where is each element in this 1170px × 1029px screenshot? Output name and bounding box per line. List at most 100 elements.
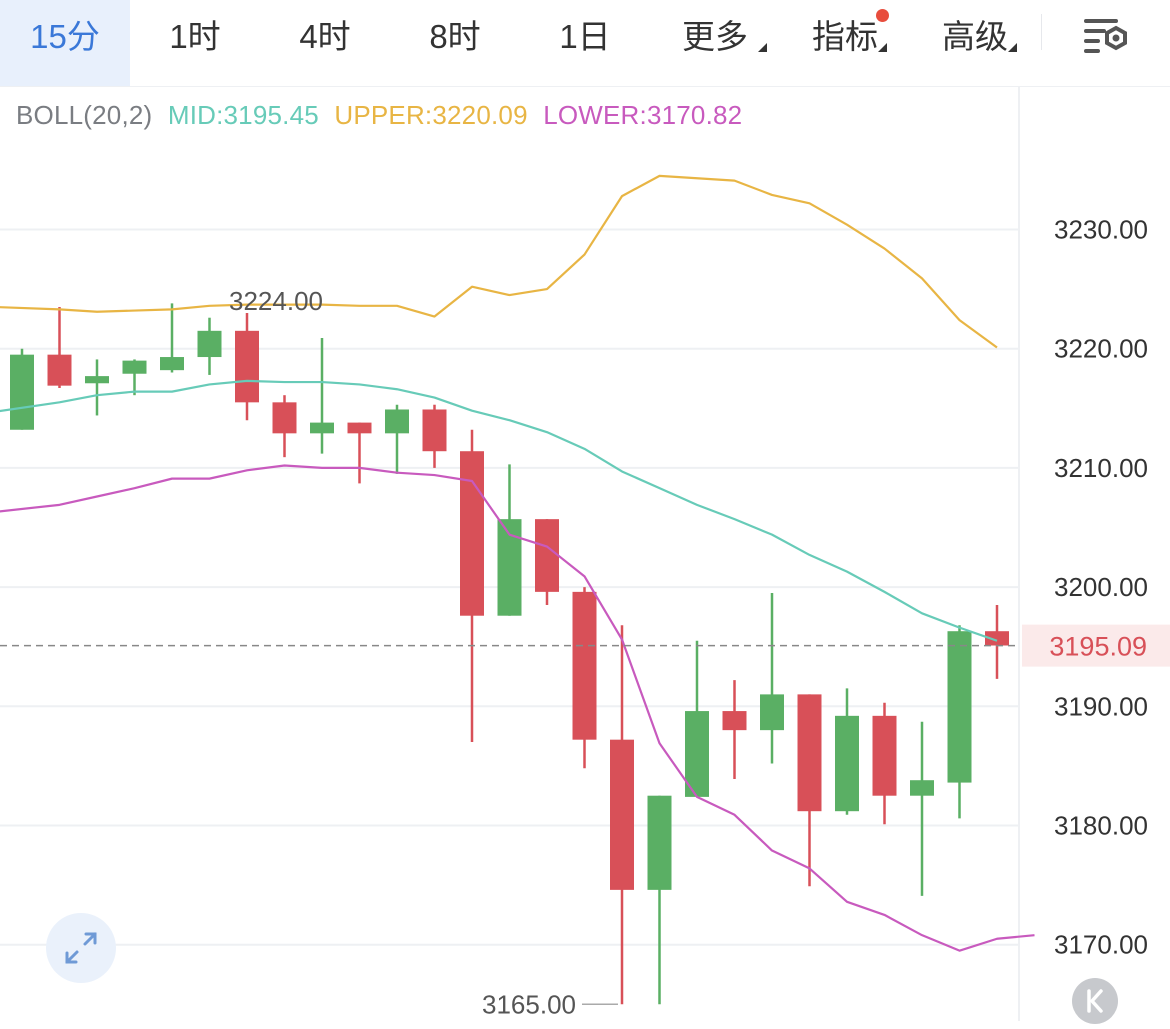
candle-body <box>10 354 34 430</box>
period-tabbar: 15分 1时 4时 8时 1日 更多 指标 高级 <box>0 0 1170 87</box>
candle-body <box>272 402 297 434</box>
candle <box>760 593 784 764</box>
candle <box>947 625 972 819</box>
price-axis: 3170.00 3180.00 3190.00 3200.00 3210.00 3220.… <box>1054 215 1148 960</box>
current-price-label: 3195.09 <box>1049 632 1147 662</box>
candle <box>160 303 184 373</box>
tab-1h[interactable]: 1时 <box>130 0 260 86</box>
boll-upper-value: UPPER:3220.09 <box>334 100 528 130</box>
tab-label: 8时 <box>429 18 481 55</box>
boll-legend: BOLL(20,2) MID:3195.45 UPPER:3220.09 LOW… <box>16 100 750 131</box>
tab-label: 指标 <box>812 18 878 55</box>
candle <box>572 587 597 769</box>
candle-body <box>385 409 409 434</box>
y-tick-label: 3210.00 <box>1054 453 1148 483</box>
candle-body <box>722 711 747 731</box>
y-tick-label: 3180.00 <box>1054 811 1148 841</box>
candle <box>985 604 1009 679</box>
tab-1d[interactable]: 1日 <box>520 0 650 86</box>
boll-mid-value: MID:3195.45 <box>167 100 319 130</box>
dropdown-caret-icon <box>758 43 767 52</box>
candle-body <box>235 330 259 403</box>
candle-body <box>460 451 484 616</box>
y-tick-label: 3170.00 <box>1054 930 1148 960</box>
expand-icon <box>65 932 97 964</box>
candle-body <box>197 330 222 358</box>
candles <box>10 303 1009 1005</box>
candle-body <box>310 422 334 434</box>
candle-body <box>347 422 372 434</box>
tab-4h[interactable]: 4时 <box>260 0 390 86</box>
min-price-annotation: 3165.00 <box>482 989 576 1019</box>
tab-8h[interactable]: 8时 <box>390 0 520 86</box>
collapse-chart-button[interactable] <box>1072 978 1118 1024</box>
candle-body <box>160 357 184 371</box>
tab-indicators[interactable]: 指标 <box>780 0 910 86</box>
tab-label: 1时 <box>169 18 221 55</box>
candle <box>385 404 409 474</box>
annotations: 3195.09 3224.00 3165.00 <box>0 286 1170 1019</box>
current-price-tag <box>1022 624 1170 667</box>
candle <box>535 519 559 605</box>
candle-body <box>85 376 109 384</box>
candle-body <box>797 694 822 812</box>
candle <box>797 694 822 887</box>
k-collapse-icon <box>1087 989 1103 1013</box>
candle <box>685 640 709 797</box>
candle <box>460 429 484 743</box>
tab-divider <box>1041 14 1042 50</box>
candle-body <box>572 591 597 740</box>
candle-body <box>647 795 672 890</box>
boll-lower-line <box>0 464 1035 952</box>
tab-more[interactable]: 更多 <box>650 0 780 86</box>
candle-body <box>760 694 784 731</box>
boll-lines <box>0 174 1035 952</box>
tab-advanced[interactable]: 高级 <box>910 0 1040 86</box>
tab-label: 4时 <box>299 18 351 55</box>
candle <box>647 795 672 1005</box>
candle-body <box>422 409 447 452</box>
boll-lower-value: LOWER:3170.82 <box>543 100 743 130</box>
tab-15min[interactable]: 15分 <box>0 0 130 86</box>
boll-name: BOLL(20,2) <box>16 100 153 130</box>
y-tick-label: 3220.00 <box>1054 334 1148 364</box>
candle <box>10 348 34 430</box>
candle-body <box>535 519 559 592</box>
dropdown-caret-icon <box>1008 43 1017 52</box>
dropdown-caret-icon <box>878 43 887 52</box>
candle-body <box>685 711 709 797</box>
candle-body <box>985 631 1009 646</box>
notification-dot-icon <box>876 9 889 22</box>
y-tick-label: 3230.00 <box>1054 215 1148 245</box>
expand-chart-button[interactable] <box>46 913 116 983</box>
settings-icon <box>1084 19 1127 53</box>
candle <box>310 337 334 454</box>
boll-upper-line <box>0 174 998 349</box>
tab-label: 15分 <box>30 18 100 55</box>
candle <box>872 702 897 825</box>
candle <box>235 312 259 421</box>
candle <box>497 464 522 616</box>
candle <box>610 625 634 1005</box>
candle <box>347 422 372 484</box>
candle <box>422 404 447 468</box>
candle-body <box>872 715 897 796</box>
candle-body <box>835 715 859 812</box>
candle <box>835 688 859 815</box>
candle <box>910 721 934 896</box>
candle <box>722 680 747 780</box>
max-price-annotation: 3224.00 <box>229 286 323 316</box>
boll-mid-line <box>0 379 998 642</box>
candle-body <box>947 631 972 783</box>
y-tick-label: 3190.00 <box>1054 691 1148 721</box>
candle-body <box>610 739 634 890</box>
tab-label: 1日 <box>559 18 611 55</box>
candle <box>197 317 222 375</box>
candle <box>122 359 147 396</box>
candle-body <box>47 354 72 386</box>
chart-settings-button[interactable] <box>1076 10 1134 64</box>
candle-body <box>910 780 934 796</box>
candle <box>85 359 109 416</box>
candle <box>47 306 72 389</box>
